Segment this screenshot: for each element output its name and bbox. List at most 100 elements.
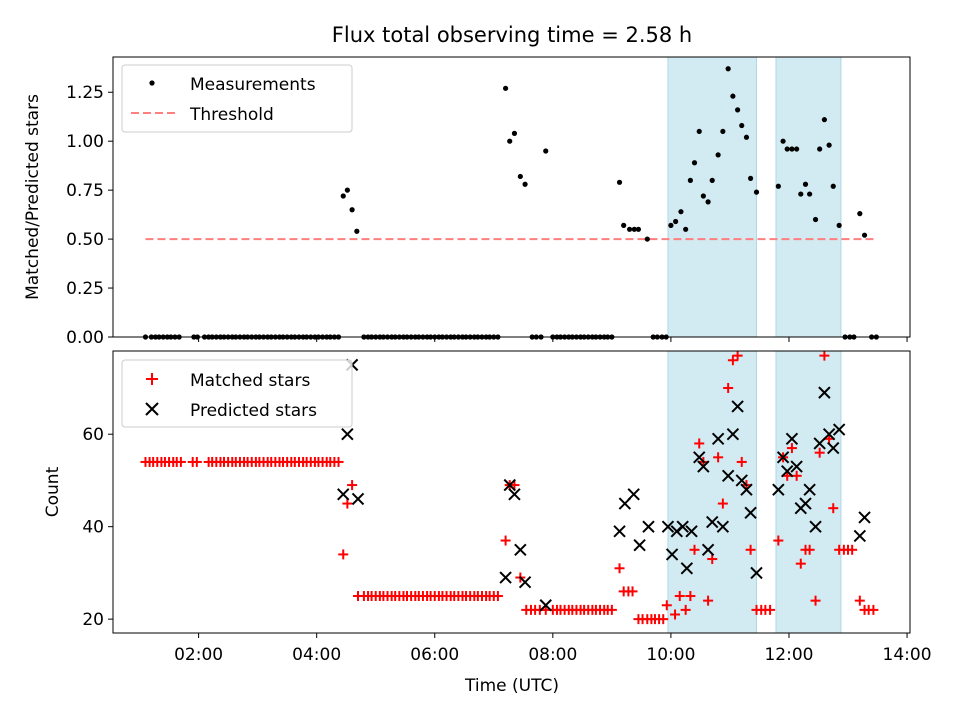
chart-title: Flux total observing time = 2.58 h bbox=[332, 23, 692, 47]
measurement-point bbox=[794, 146, 800, 152]
matched-point bbox=[614, 563, 625, 574]
predicted-point bbox=[351, 492, 365, 506]
legend-measurements-label: Measurements bbox=[190, 75, 316, 95]
matched-point bbox=[713, 452, 724, 463]
measurement-point bbox=[709, 177, 715, 183]
matched-point bbox=[333, 456, 344, 467]
legend-measurements-marker bbox=[149, 80, 155, 86]
measurement-point bbox=[621, 222, 627, 228]
matched-point bbox=[847, 544, 858, 555]
measurement-point bbox=[730, 93, 736, 99]
measurement-point bbox=[798, 191, 804, 197]
matched-point bbox=[492, 591, 503, 602]
legend-predicted-label: Predicted stars bbox=[190, 401, 317, 421]
measurement-point bbox=[349, 207, 355, 213]
bottom-shaded-intervals bbox=[667, 350, 842, 634]
matched-point bbox=[175, 456, 186, 467]
top-legend: Measurements Threshold bbox=[121, 64, 353, 133]
predicted-point bbox=[693, 451, 706, 464]
predicted-point bbox=[772, 483, 785, 496]
matched-point bbox=[606, 604, 617, 615]
predicted-point bbox=[731, 400, 744, 413]
matched-point bbox=[689, 544, 700, 555]
matched-point bbox=[791, 470, 802, 481]
measurement-point bbox=[635, 226, 642, 232]
measurement-point bbox=[857, 211, 863, 217]
measurement-point bbox=[784, 146, 790, 152]
measurement-point bbox=[517, 173, 523, 180]
predicted-point bbox=[809, 520, 822, 533]
y-tick-label: 0.50 bbox=[66, 230, 104, 250]
predicted-point bbox=[822, 428, 836, 441]
matched-point bbox=[727, 355, 738, 366]
measurement-point bbox=[812, 216, 819, 223]
predicted-point bbox=[508, 488, 521, 501]
predicted-point bbox=[799, 497, 812, 510]
predicted-point bbox=[539, 599, 552, 612]
measurement-point bbox=[678, 209, 684, 215]
predicted-point bbox=[514, 543, 527, 556]
matched-point bbox=[338, 549, 349, 560]
y-tick-label: 1.00 bbox=[66, 132, 104, 152]
matched-point bbox=[680, 604, 691, 615]
matched-point bbox=[854, 595, 865, 606]
legend-predicted-marker bbox=[145, 402, 159, 416]
matched-point bbox=[723, 382, 734, 393]
measurement-point bbox=[683, 226, 689, 232]
measurement-point bbox=[735, 107, 741, 113]
bottom-legend-box bbox=[121, 359, 353, 428]
predicted-point bbox=[706, 515, 719, 529]
matched-point bbox=[674, 591, 685, 602]
measurement-point bbox=[748, 175, 754, 181]
matched-point bbox=[736, 456, 747, 467]
measurement-point bbox=[775, 183, 781, 189]
measurement-point bbox=[511, 130, 518, 136]
measurement-point bbox=[354, 228, 360, 234]
predicted-point bbox=[818, 386, 831, 399]
measurement-point bbox=[836, 222, 842, 228]
predicted-point bbox=[627, 488, 640, 501]
predicted-point bbox=[613, 525, 626, 538]
matched-point bbox=[658, 614, 669, 625]
measurement-point bbox=[616, 179, 623, 185]
predicted-point bbox=[711, 432, 725, 446]
matched-point bbox=[694, 438, 705, 449]
measurement-point bbox=[344, 187, 350, 193]
measurement-point bbox=[631, 226, 637, 232]
x-tick-label: 02:00 bbox=[174, 645, 223, 665]
y-tick-label: 40 bbox=[82, 518, 104, 538]
measurement-point bbox=[507, 138, 513, 144]
matched-point bbox=[661, 600, 672, 611]
predicted-point bbox=[853, 529, 867, 543]
x-tick-label: 04:00 bbox=[292, 645, 341, 665]
y-tick-label: 20 bbox=[82, 610, 104, 630]
legend-matched-label: Matched stars bbox=[190, 371, 310, 391]
shaded-interval bbox=[667, 350, 758, 634]
measurement-point bbox=[687, 177, 693, 183]
matched-point bbox=[828, 503, 839, 514]
x-axis-label: Time (UTC) bbox=[464, 676, 559, 696]
matched-point bbox=[670, 609, 681, 620]
predicted-point bbox=[803, 483, 816, 496]
matched-point bbox=[868, 604, 879, 615]
measurement-point bbox=[830, 183, 836, 189]
matched-point bbox=[795, 558, 806, 569]
predicted-point bbox=[780, 464, 794, 478]
measurement-point bbox=[543, 148, 549, 154]
predicted-point bbox=[685, 525, 698, 538]
predicted-point bbox=[750, 566, 763, 580]
matched-point bbox=[347, 480, 358, 491]
measurement-point bbox=[817, 146, 823, 152]
predicted-point bbox=[337, 488, 350, 501]
measurement-point bbox=[780, 138, 786, 144]
matched-point bbox=[804, 544, 815, 555]
predicted-point bbox=[503, 478, 516, 492]
matched-point bbox=[814, 447, 825, 458]
predicted-point bbox=[776, 451, 790, 464]
legend-threshold-label: Threshold bbox=[189, 105, 274, 125]
matched-point bbox=[765, 604, 776, 615]
predicted-point bbox=[726, 428, 740, 441]
bottom-y-axis-label: Count bbox=[43, 466, 63, 517]
matched-point bbox=[342, 498, 353, 509]
x-tick-label: 14:00 bbox=[883, 645, 932, 665]
